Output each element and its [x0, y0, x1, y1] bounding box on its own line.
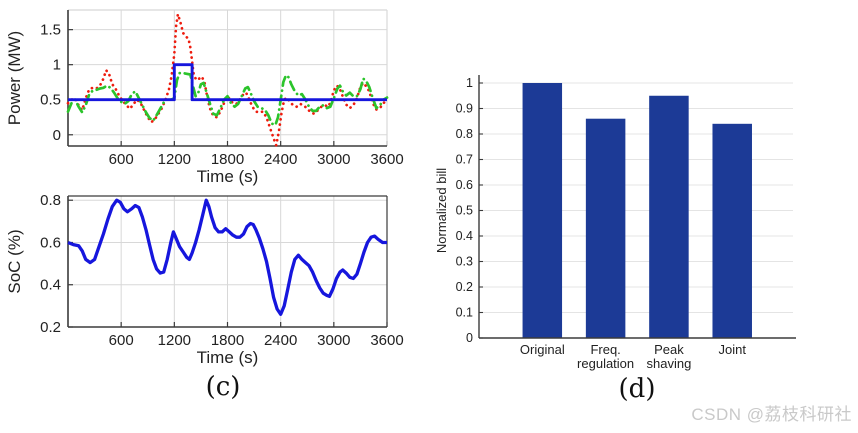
- svg-text:2400: 2400: [264, 151, 297, 168]
- svg-text:Normalized bill: Normalized bill: [434, 168, 449, 253]
- svg-text:0.4: 0.4: [40, 277, 61, 294]
- svg-text:600: 600: [109, 151, 134, 168]
- svg-text:0.4: 0.4: [456, 229, 473, 243]
- svg-text:1800: 1800: [211, 151, 244, 168]
- svg-text:0.5: 0.5: [40, 92, 61, 109]
- power-time-line-chart: 600 1200 1800 2400 3000 3600 0 0.5 1 1.5 Time (s) P…: [5, 9, 404, 186]
- svg-text:Joint: Joint: [718, 342, 746, 357]
- svg-text:regulation: regulation: [577, 356, 634, 371]
- svg-text:0: 0: [466, 331, 473, 345]
- svg-text:0.2: 0.2: [40, 319, 61, 336]
- svg-text:0.6: 0.6: [40, 234, 61, 251]
- svg-text:1200: 1200: [158, 332, 191, 349]
- svg-text:Original: Original: [520, 342, 565, 357]
- svg-text:0.1: 0.1: [456, 306, 473, 320]
- svg-text:600: 600: [109, 332, 134, 349]
- svg-text:Power (MW): Power (MW): [5, 31, 24, 125]
- svg-text:3000: 3000: [317, 151, 350, 168]
- svg-text:1: 1: [53, 57, 61, 74]
- svg-text:shaving: shaving: [647, 356, 692, 371]
- svg-text:2400: 2400: [264, 332, 297, 349]
- caption-subfigure-c: (c): [205, 372, 241, 402]
- svg-text:Time (s): Time (s): [197, 348, 259, 367]
- svg-text:3000: 3000: [317, 332, 350, 349]
- svg-text:Time (s): Time (s): [197, 167, 259, 186]
- svg-text:3600: 3600: [370, 151, 403, 168]
- svg-text:0.3: 0.3: [456, 255, 473, 269]
- caption-subfigure-d: (d): [618, 374, 656, 404]
- svg-text:SoC (%): SoC (%): [5, 229, 24, 293]
- svg-text:0.9: 0.9: [456, 102, 473, 116]
- svg-text:0: 0: [53, 127, 61, 144]
- svg-text:1.5: 1.5: [40, 22, 61, 39]
- svg-text:1200: 1200: [158, 151, 191, 168]
- svg-text:0.8: 0.8: [456, 127, 473, 141]
- soc-time-line-chart: 600 1200 1800 2400 3000 3600 0.2 0.4 0.6 0.8 Time …: [5, 192, 404, 367]
- svg-text:3600: 3600: [370, 332, 403, 349]
- svg-text:0.5: 0.5: [456, 204, 473, 218]
- svg-text:0.6: 0.6: [456, 178, 473, 192]
- svg-text:0.2: 0.2: [456, 280, 473, 294]
- svg-text:1: 1: [466, 76, 473, 90]
- svg-text:0.7: 0.7: [456, 153, 473, 167]
- svg-text:1800: 1800: [211, 332, 244, 349]
- svg-text:0.8: 0.8: [40, 192, 61, 209]
- svg-text:Peak: Peak: [654, 342, 684, 357]
- watermark-text: CSDN @荔枝科研社: [691, 405, 852, 424]
- svg-text:Freq.: Freq.: [590, 342, 620, 357]
- normalized-bill-bar-chart: 0 0.1 0.2 0.3 0.4 0.5 0.6 0.7 0.8 0.9 1 Original Fre…: [434, 75, 796, 371]
